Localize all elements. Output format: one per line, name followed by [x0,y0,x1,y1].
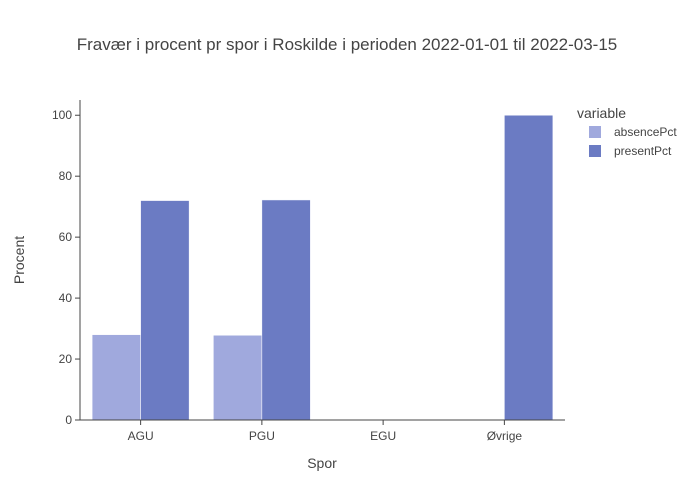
y-ticks: 0 20 40 60 80 100 [52,108,80,427]
bar-presentPct-0 [140,200,190,421]
legend-title: variable [577,105,626,121]
y-tick-label: 20 [59,352,73,366]
legend-label-absencePct: absencePct [614,125,677,139]
x-tick-label: Øvrige [487,429,523,443]
y-tick-label: 0 [65,413,72,427]
legend-label-presentPct: presentPct [614,144,672,158]
y-tick-label: 80 [59,169,73,183]
legend-items: absencePct presentPct [589,125,677,158]
y-axis-title: Procent [11,236,27,284]
bars-group [91,114,554,421]
y-tick-label: 60 [59,230,73,244]
x-tick-label: AGU [128,429,154,443]
bar-absencePct-1 [213,335,263,421]
x-tick-label: EGU [370,429,396,443]
bar-presentPct-1 [261,199,311,421]
y-tick-label: 40 [59,291,73,305]
y-tick-label: 100 [52,108,72,122]
chart-title: Fravær i procent pr spor i Roskilde i pe… [77,35,618,54]
x-tick-label: PGU [249,429,275,443]
x-ticks: AGU PGU EGU Øvrige [128,420,523,443]
bar-presentPct-3 [504,114,554,421]
legend-swatch-presentPct [589,145,601,157]
legend: variable absencePct presentPct [577,105,677,158]
x-axis-title: Spor [307,455,337,471]
legend-swatch-absencePct [589,126,601,138]
bar-absencePct-0 [91,334,141,421]
